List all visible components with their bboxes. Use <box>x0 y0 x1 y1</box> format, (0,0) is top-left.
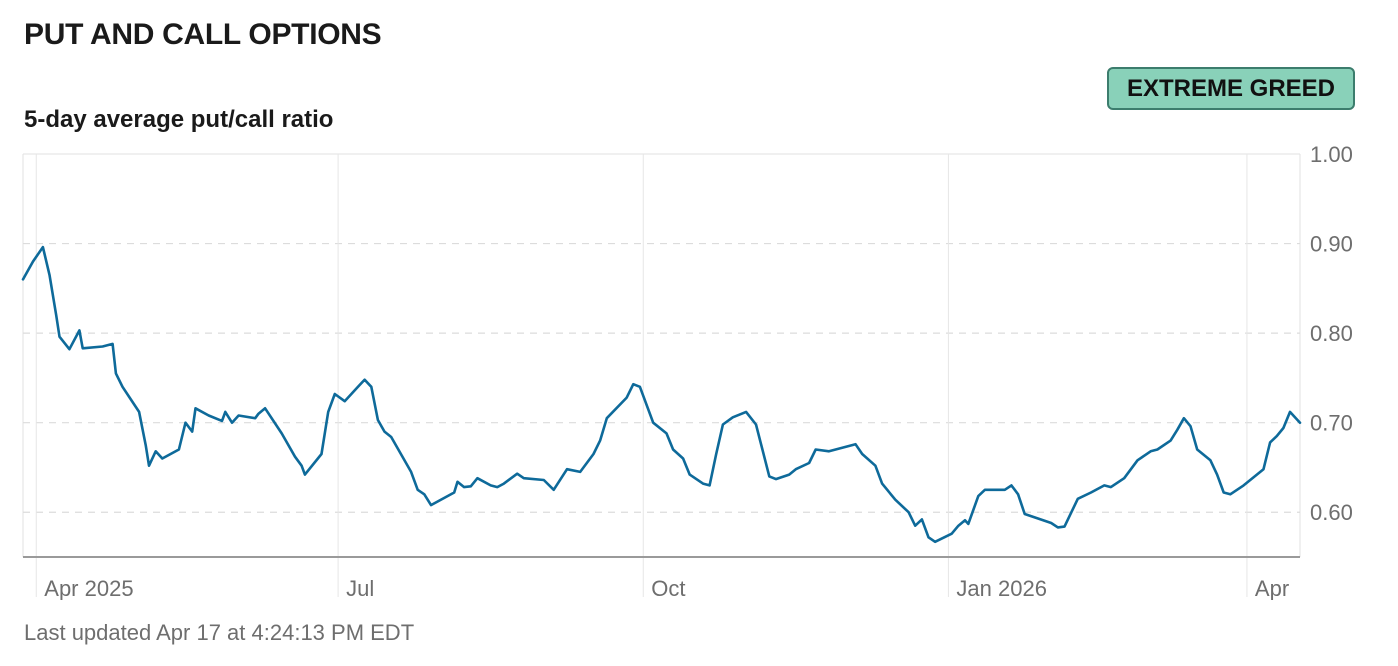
x-tick-label: Apr 2025 <box>44 576 133 600</box>
chart-title: PUT AND CALL OPTIONS <box>24 18 382 51</box>
sentiment-badge: EXTREME GREED <box>1107 67 1355 110</box>
grid-lines <box>22 153 1301 597</box>
y-tick-label: 0.80 <box>1310 321 1353 346</box>
put-call-ratio-chart: 1.00 0.90 0.80 0.70 0.60 Apr 2025 Jul Oct Jan 2… <box>21 142 1353 600</box>
x-tick-label: Jul <box>346 576 374 600</box>
y-tick-label: 1.00 <box>1310 142 1353 167</box>
y-tick-label: 0.70 <box>1310 411 1353 436</box>
x-axis-tick-labels: Apr 2025 Jul Oct Jan 2026 Apr <box>44 576 1289 600</box>
y-tick-label: 0.60 <box>1310 500 1353 525</box>
x-tick-label: Apr <box>1255 576 1289 600</box>
series-line <box>21 245 1302 544</box>
x-tick-label: Oct <box>651 576 685 600</box>
chart-subtitle: 5-day average put/call ratio <box>24 106 334 133</box>
last-updated-text: Last updated Apr 17 at 4:24:13 PM EDT <box>24 620 415 645</box>
x-tick-label: Jan 2026 <box>956 576 1047 600</box>
y-axis-tick-labels: 1.00 0.90 0.80 0.70 0.60 <box>1310 142 1353 525</box>
y-tick-label: 0.90 <box>1310 232 1353 257</box>
series-line-group <box>21 245 1302 544</box>
